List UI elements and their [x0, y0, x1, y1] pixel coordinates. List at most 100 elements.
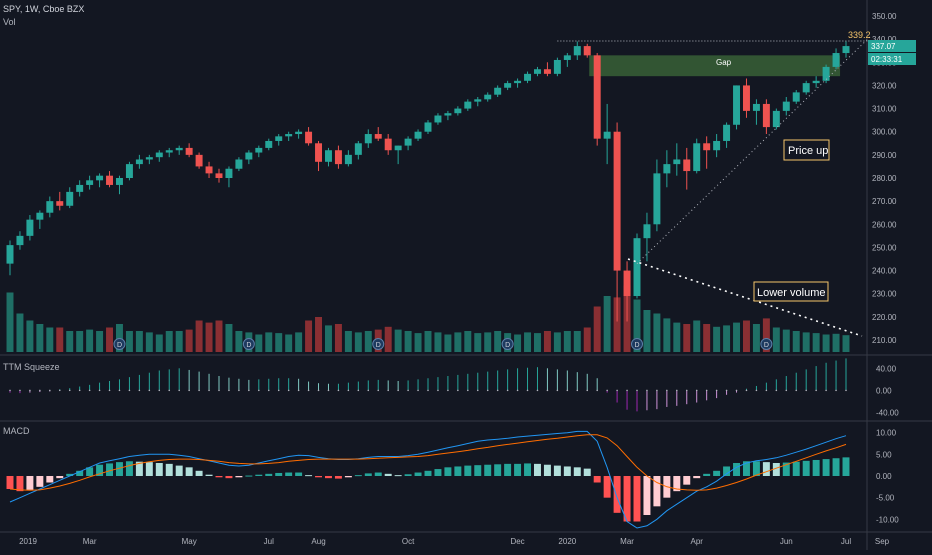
dividend-marker[interactable]: D [242, 338, 255, 350]
symbol-title[interactable]: SPY, 1W, Cboe BZX [3, 4, 84, 14]
volume-bar [255, 334, 263, 352]
macd-pane [6, 430, 850, 529]
volume-bar [772, 327, 780, 352]
volume-trendline [627, 258, 863, 337]
svg-text:D: D [376, 342, 381, 349]
macd-histogram-bar [155, 463, 163, 476]
dividend-marker[interactable]: D [113, 338, 126, 350]
candle [434, 113, 442, 125]
candle [344, 150, 352, 167]
volume-bar [723, 325, 731, 352]
volume-bar [822, 334, 830, 352]
dividend-marker[interactable]: D [760, 338, 773, 350]
candle [334, 145, 342, 169]
volume-bar [125, 331, 133, 352]
candle [444, 110, 452, 121]
volume-bar [782, 329, 790, 352]
candle [315, 140, 323, 172]
volume-bar [494, 331, 502, 352]
macd-histogram-bar [354, 475, 362, 477]
macd-histogram-bar [255, 474, 263, 476]
svg-text:D: D [246, 342, 251, 349]
macd-histogram-bar [165, 463, 173, 476]
price-tick: 220.00 [872, 313, 897, 322]
price-tick: 280.00 [872, 174, 897, 183]
candle [733, 85, 741, 130]
volume-bar [394, 329, 402, 352]
candle [265, 138, 273, 151]
macd-histogram-bar [265, 473, 273, 476]
time-tick: Apr [690, 537, 703, 546]
candle [155, 150, 163, 162]
target-label: 339.2 [848, 30, 871, 40]
volume-bar [713, 326, 721, 352]
macd-histogram-bar [334, 476, 342, 479]
candle [723, 122, 731, 148]
candle [26, 215, 34, 241]
dividend-marker[interactable]: D [501, 338, 514, 350]
macd-histogram-bar [653, 476, 661, 507]
volume-bar [524, 332, 532, 352]
candle [762, 99, 770, 135]
candle [693, 138, 701, 174]
squeeze-tick: -40.00 [876, 408, 899, 417]
volume-bar [185, 329, 193, 352]
volume-bar [145, 332, 153, 352]
volume-bar [205, 322, 213, 352]
volume-bar [344, 331, 352, 352]
candle [703, 136, 711, 169]
candle [175, 145, 183, 155]
price-tick: 300.00 [872, 128, 897, 137]
candle [115, 175, 123, 195]
macd-histogram-bar [86, 467, 94, 476]
svg-text:D: D [117, 342, 122, 349]
candle [295, 129, 303, 139]
volume-bar [464, 331, 472, 352]
candle [324, 147, 332, 167]
macd-histogram-bar [623, 476, 631, 522]
svg-text:D: D [635, 342, 640, 349]
squeeze-label[interactable]: TTM Squeeze [3, 362, 60, 372]
macd-histogram-bar [772, 463, 780, 476]
macd-histogram-bar [723, 466, 731, 476]
volume-bar [76, 331, 84, 352]
volume-bar [474, 333, 482, 352]
macd-histogram-bar [673, 476, 681, 492]
macd-histogram-bar [245, 475, 253, 477]
macd-histogram-bar [374, 472, 382, 476]
volume-label[interactable]: Vol [3, 17, 16, 27]
macd-label[interactable]: MACD [3, 426, 30, 436]
candle [394, 145, 402, 165]
macd-histogram-bar [295, 472, 303, 476]
macd-histogram-bar [643, 476, 651, 515]
gap-zone-group [589, 55, 841, 77]
countdown-tag [868, 53, 916, 65]
volume-bar [653, 313, 661, 352]
dividend-marker[interactable]: D [631, 338, 643, 350]
macd-histogram-bar [762, 462, 770, 476]
macd-histogram-bar [444, 467, 452, 476]
candle [125, 161, 133, 181]
candle [484, 92, 492, 102]
squeeze-histogram [9, 358, 847, 412]
macd-histogram-bar [573, 467, 581, 476]
macd-histogram-bar [752, 461, 760, 476]
macd-histogram-bar [384, 473, 392, 476]
candle [543, 62, 551, 77]
volume-bar [514, 334, 522, 352]
volume-bar [832, 333, 840, 352]
macd-histogram-bar [703, 473, 711, 476]
candle [802, 80, 810, 95]
volume-bar [613, 297, 621, 352]
candle [414, 129, 422, 141]
candles [6, 41, 850, 322]
volume-bar [384, 326, 392, 352]
dividend-marker[interactable]: D [372, 338, 385, 350]
macd-histogram-bar [404, 474, 412, 476]
volume-bar [742, 320, 750, 352]
candle [573, 41, 581, 60]
volume-bar [66, 331, 74, 352]
macd-histogram-bar [613, 476, 621, 513]
volume-bar [703, 324, 711, 352]
